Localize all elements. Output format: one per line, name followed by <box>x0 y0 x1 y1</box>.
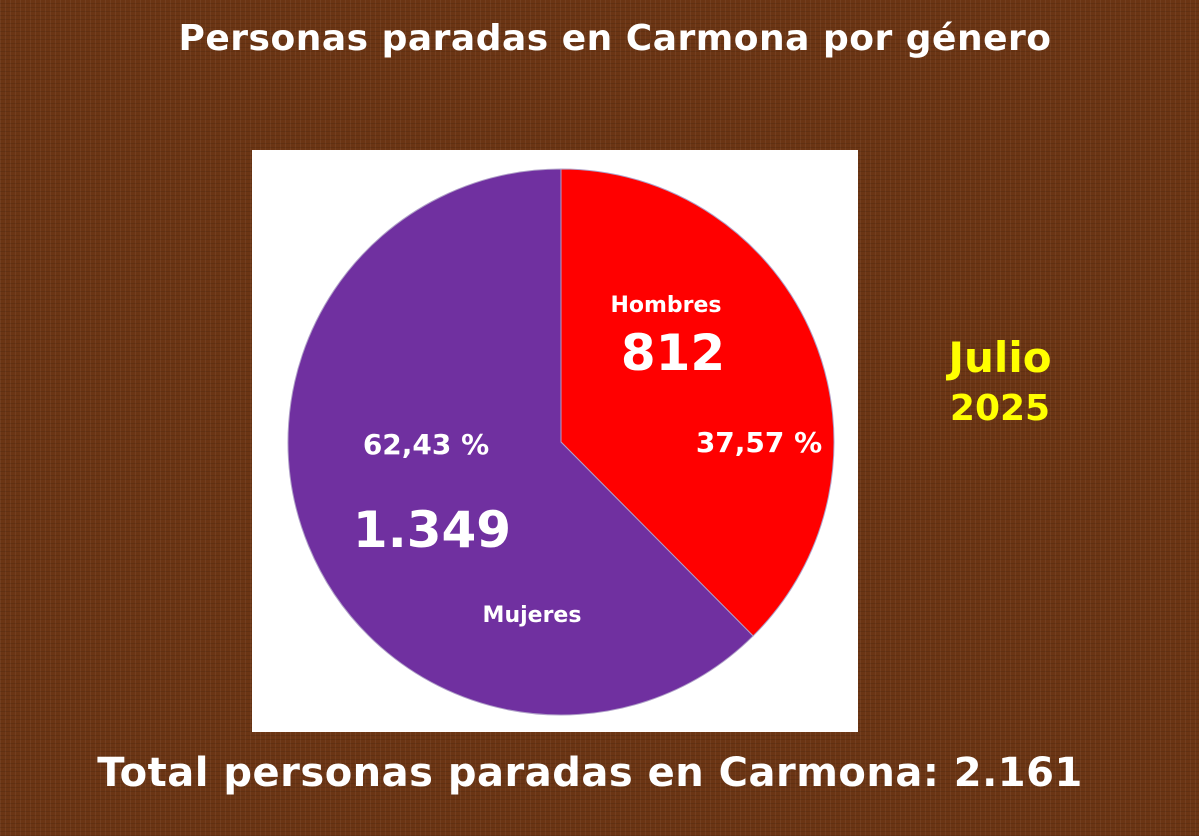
pie-category-label-hombres: Hombres <box>610 293 721 318</box>
pie-category-label-mujeres: Mujeres <box>483 603 582 628</box>
pie-value-label-mujeres: 1.349 <box>353 501 511 559</box>
pie-percent-label-mujeres: 62,43 % <box>363 428 489 461</box>
total-summary: Total personas paradas en Carmona: 2.161 <box>0 750 1180 796</box>
total-label: Total personas paradas en Carmona: <box>97 750 940 796</box>
pie-slices <box>287 168 835 716</box>
pie-slice-mujeres <box>287 168 754 716</box>
total-value: 2.161 <box>953 750 1083 796</box>
date-month: Julio <box>948 333 1052 382</box>
pie-chart-panel: Hombres 812 37,57 % Mujeres 1.349 62,43 % <box>252 150 858 732</box>
pie-labels: Hombres 812 37,57 % Mujeres 1.349 62,43 % <box>353 293 822 628</box>
pie-slice-hombres <box>560 168 835 637</box>
pie-chart: Hombres 812 37,57 % Mujeres 1.349 62,43 % <box>287 168 835 716</box>
pie-value-label-hombres: 812 <box>621 324 725 382</box>
date-year: 2025 <box>949 388 1051 429</box>
pie-percent-label-hombres: 37,57 % <box>696 426 822 459</box>
page-title: Personas paradas en Carmona por género <box>178 18 1052 59</box>
